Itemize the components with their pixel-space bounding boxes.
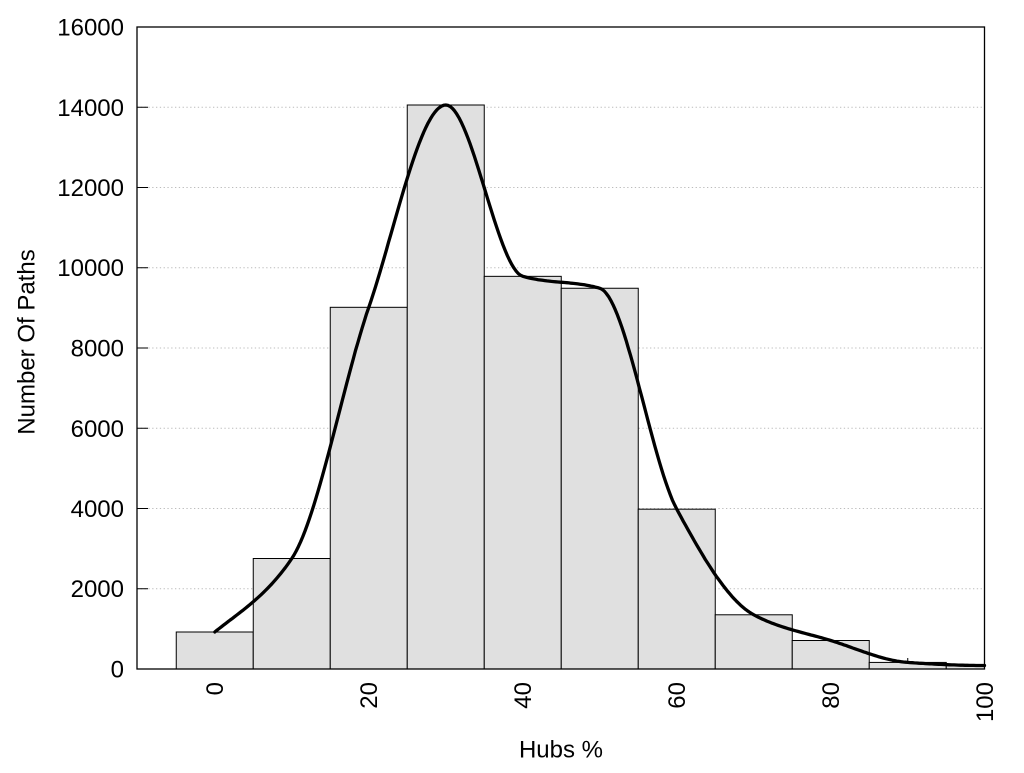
svg-text:20: 20 [356, 682, 383, 709]
svg-text:40: 40 [510, 682, 537, 709]
svg-text:2000: 2000 [71, 576, 124, 603]
svg-text:10000: 10000 [57, 255, 124, 282]
svg-text:Number Of Paths: Number Of Paths [14, 249, 41, 434]
svg-text:0: 0 [111, 657, 124, 684]
svg-text:100: 100 [972, 682, 999, 722]
svg-text:0: 0 [202, 682, 229, 695]
svg-text:60: 60 [664, 682, 691, 709]
svg-text:6000: 6000 [71, 416, 124, 443]
svg-text:Hubs %: Hubs % [519, 737, 603, 764]
svg-text:4000: 4000 [71, 496, 124, 523]
svg-text:16000: 16000 [57, 15, 124, 42]
svg-text:14000: 14000 [57, 95, 124, 122]
svg-text:80: 80 [818, 682, 845, 709]
svg-text:8000: 8000 [71, 336, 124, 363]
svg-text:12000: 12000 [57, 175, 124, 202]
